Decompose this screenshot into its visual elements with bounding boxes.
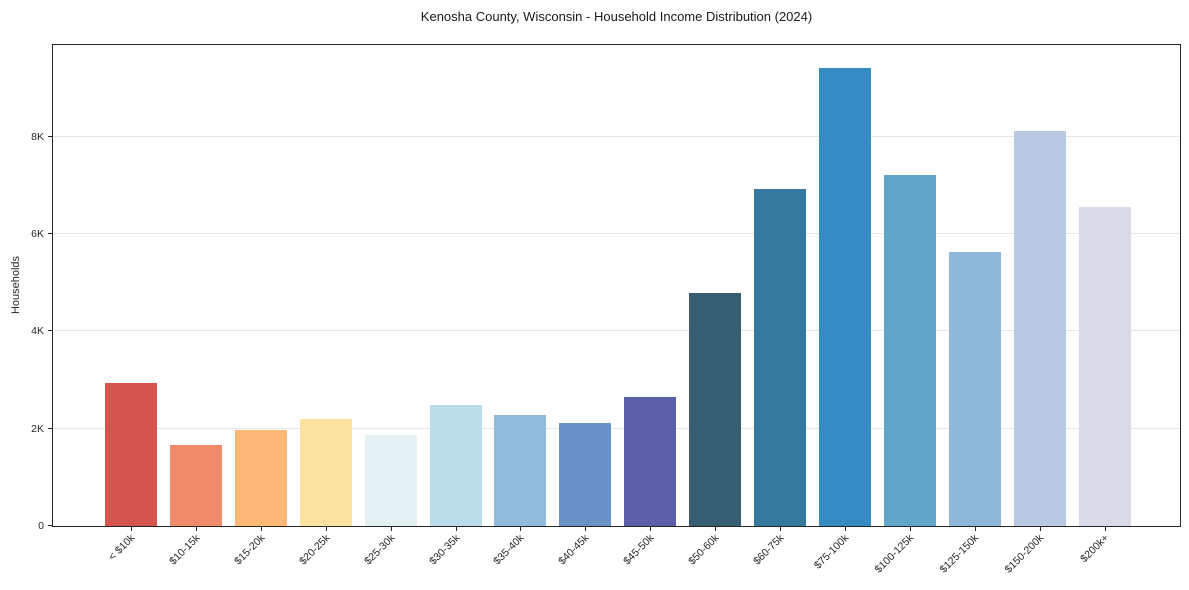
y-tick-label: 0 xyxy=(38,520,44,532)
y-tick-label: 4K xyxy=(31,325,44,338)
y-tick-label: 6K xyxy=(31,228,44,241)
bar xyxy=(234,429,287,526)
y-tick-mark xyxy=(48,427,52,429)
x-tick-mark xyxy=(325,527,327,531)
x-tick-mark xyxy=(455,527,457,531)
x-tick-label-text: $150-200k xyxy=(1002,532,1047,576)
x-tick-label-text: $30-35k xyxy=(426,532,462,568)
x-tick-mark xyxy=(1039,527,1041,531)
x-tick-label-text: $75-100k xyxy=(811,532,852,572)
gridline xyxy=(53,427,1180,429)
x-tick-mark xyxy=(520,527,522,531)
x-tick-label-text: $15-20k xyxy=(231,532,268,568)
bar xyxy=(1078,206,1131,526)
x-tick-label-text: $45-50k xyxy=(621,532,657,568)
bar xyxy=(299,418,352,526)
x-tick-mark xyxy=(715,527,717,531)
x-tick-label-text: $50-60k xyxy=(686,532,722,568)
x-tick-mark xyxy=(1104,527,1106,531)
x-tick-mark xyxy=(585,527,587,531)
bar xyxy=(559,423,612,526)
plot-area: 0 2K 4K 6K 8K < $10k $10-15k $15-20k $20-25k $25-… xyxy=(31,44,1181,576)
bar xyxy=(689,292,742,526)
x-tick-mark xyxy=(131,527,132,531)
x-tick-label-text: $60-75k xyxy=(751,532,787,568)
y-tick-mark xyxy=(48,135,52,137)
x-tick-label-text: $200k+ xyxy=(1077,532,1111,566)
x-tick-label-text: $10-15k xyxy=(167,532,203,568)
x-tick-mark xyxy=(909,527,911,531)
bar xyxy=(818,68,871,526)
x-tick-mark xyxy=(780,527,781,531)
x-tick-label-text: $40-45k xyxy=(556,532,592,568)
bar xyxy=(883,174,936,526)
x-tick-label-text: $35-40k xyxy=(491,532,527,568)
x-tick-mark xyxy=(195,527,197,531)
bar xyxy=(169,444,222,526)
y-tick-label: 8K xyxy=(31,130,44,143)
x-tick-label-text: < $10k xyxy=(106,532,138,563)
x-tick-label-text: $100-125k xyxy=(872,532,917,576)
y-tick-mark xyxy=(48,330,52,332)
bar xyxy=(1013,131,1066,526)
bar xyxy=(429,405,482,526)
chart-title: Kenosha County, Wisconsin - Household In… xyxy=(420,9,813,24)
gridline xyxy=(53,135,1180,137)
y-tick-label: 2K xyxy=(31,422,44,435)
bar xyxy=(754,188,806,526)
x-tick-label-text: $20-25k xyxy=(296,532,333,568)
y-tick-mark xyxy=(48,233,52,235)
bar xyxy=(624,396,677,526)
x-tick-mark xyxy=(650,527,652,531)
x-tick-mark xyxy=(974,527,976,531)
bar xyxy=(494,415,547,526)
bar xyxy=(105,382,157,526)
gridline xyxy=(53,330,1180,332)
x-tick-mark xyxy=(260,527,262,531)
y-tick-mark xyxy=(48,525,52,526)
x-tick-mark xyxy=(844,527,846,531)
bar xyxy=(364,435,417,526)
x-tick-label-text: $25-30k xyxy=(361,532,398,568)
bar xyxy=(948,251,1001,526)
gridline xyxy=(53,233,1180,235)
x-tick-label-text: $125-150k xyxy=(937,532,982,576)
y-axis-label: Households xyxy=(10,255,22,315)
x-tick-mark xyxy=(390,527,392,531)
